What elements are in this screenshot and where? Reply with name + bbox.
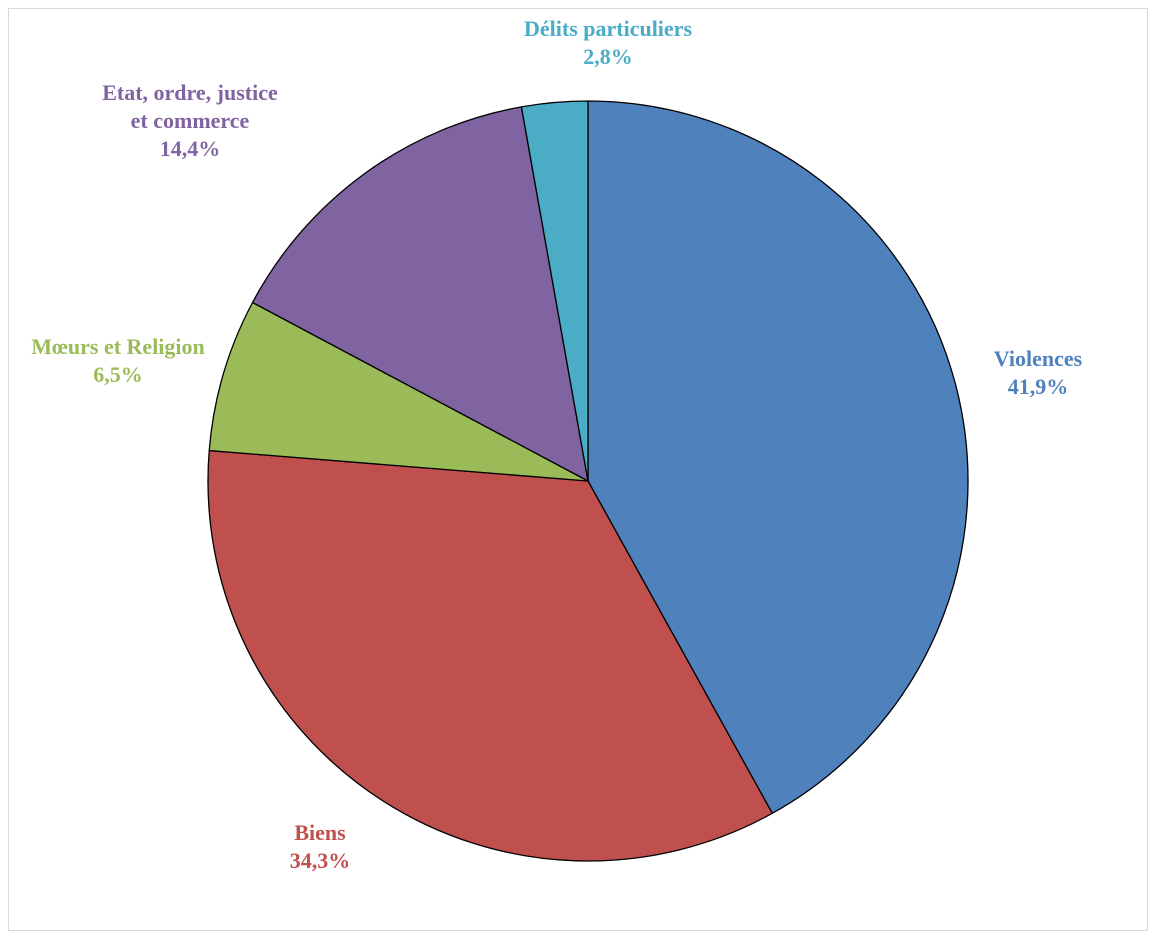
slice-label-value: 14,4% (160, 136, 221, 161)
pie-slice-3 (208, 301, 589, 482)
slice-label-name-line: et commerce (131, 108, 250, 133)
slice-label-value: 41,9% (1008, 374, 1069, 399)
pie-slice-5 (520, 100, 589, 482)
slice-label-value: 2,8% (583, 44, 633, 69)
data-label-5: Délits particuliers 2,8% (524, 16, 692, 69)
pie-slice-4 (251, 106, 589, 482)
data-label-4: Etat, ordre, justice et commerce 14,4% (102, 80, 278, 161)
slice-label-name: Mœurs et Religion (31, 334, 205, 359)
slice-label-name: Violences (994, 346, 1083, 371)
data-label-1: Violences 41,9% (994, 346, 1083, 399)
pie-slice-1 (587, 100, 969, 814)
pie-slice-2 (207, 449, 773, 862)
slice-label-name: Biens (294, 820, 346, 845)
slice-label-value: 6,5% (93, 362, 143, 387)
slice-label-name-line: Etat, ordre, justice (102, 80, 278, 105)
slice-label-name: Délits particuliers (524, 16, 692, 41)
slice-label-value: 34,3% (290, 848, 351, 873)
data-label-2: Biens 34,3% (290, 820, 351, 873)
data-label-3: Mœurs et Religion 6,5% (31, 334, 205, 387)
